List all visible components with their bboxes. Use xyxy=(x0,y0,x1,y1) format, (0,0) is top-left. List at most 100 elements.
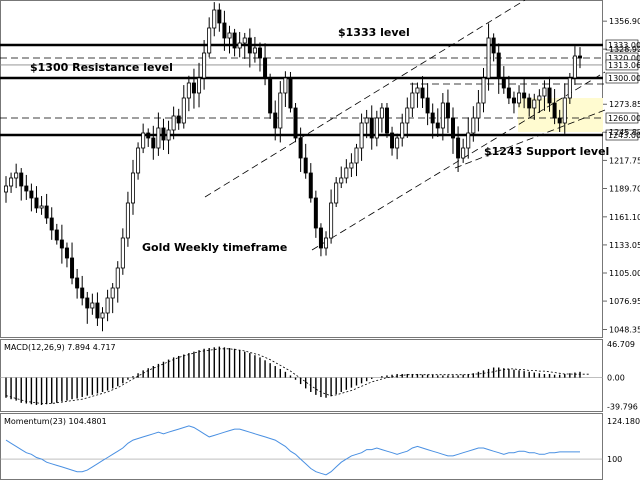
candle xyxy=(339,166,344,189)
macd-signal-line xyxy=(5,348,591,404)
candle xyxy=(95,292,100,326)
candle xyxy=(49,207,54,240)
macd-histogram xyxy=(0,346,603,405)
candle xyxy=(14,163,19,189)
candle xyxy=(552,89,557,125)
price-tick-label: 1189.70 xyxy=(609,184,640,193)
candle xyxy=(369,105,374,150)
candle xyxy=(181,85,186,129)
candle xyxy=(278,81,283,143)
candle xyxy=(298,127,303,172)
candle xyxy=(471,106,476,142)
candle xyxy=(313,190,318,238)
price-panel-frame xyxy=(0,0,603,338)
candle xyxy=(171,106,176,140)
candle xyxy=(354,143,359,177)
candle xyxy=(364,109,369,139)
candle xyxy=(125,191,130,247)
price-axis: 1356.90 1328.92 1273.85 1245.87 1217.75 1189.… xyxy=(603,17,640,335)
candle xyxy=(130,159,135,215)
candle xyxy=(567,72,572,104)
candle xyxy=(90,293,95,315)
trendline xyxy=(204,0,526,198)
momentum-line xyxy=(0,425,603,476)
candle xyxy=(176,108,181,130)
momentum-series xyxy=(5,425,580,476)
candle xyxy=(115,261,120,303)
candle xyxy=(141,123,146,154)
candle xyxy=(136,142,141,180)
candle xyxy=(242,32,247,59)
candle xyxy=(283,71,288,107)
candle xyxy=(379,103,384,133)
candle xyxy=(59,224,64,264)
macd-panel-frame xyxy=(0,339,603,412)
candle xyxy=(445,89,450,133)
level-label: 1313.06 xyxy=(608,61,640,70)
candle xyxy=(75,268,80,299)
candlestick-series xyxy=(4,2,583,332)
candle xyxy=(532,93,537,120)
candle xyxy=(24,174,29,200)
price-tick-label: 1245.87 xyxy=(609,128,640,137)
level-label: 1243.00 xyxy=(608,131,640,140)
support-zone-highlight xyxy=(518,98,603,132)
candle xyxy=(54,223,59,245)
candle xyxy=(232,28,237,57)
candle xyxy=(44,193,49,224)
chart-caption: Gold Weekly timeframe xyxy=(142,241,287,254)
candle xyxy=(384,103,389,138)
candle xyxy=(374,110,379,147)
price-tick-label: 1161.10 xyxy=(609,213,640,222)
candle xyxy=(105,289,110,322)
momentum-tick-label: 100 xyxy=(607,455,622,464)
candle xyxy=(562,83,567,134)
candle xyxy=(110,283,115,314)
candle xyxy=(395,133,400,160)
momentum-label: Momentum(23) 104.4801 xyxy=(4,417,107,426)
price-tick-label: 1133.05 xyxy=(609,241,640,250)
candle xyxy=(517,85,522,108)
candle xyxy=(227,25,232,54)
candle xyxy=(400,113,405,147)
price-tick-label: 1356.90 xyxy=(609,17,640,26)
macd-tick-label: -39.796 xyxy=(607,402,638,411)
candle xyxy=(308,163,313,203)
price-tick-label: 1105.00 xyxy=(609,269,640,278)
candle xyxy=(527,93,532,117)
candle xyxy=(166,120,171,155)
momentum-axis: 124.1802 100 xyxy=(607,417,640,464)
candle xyxy=(461,138,466,163)
candle xyxy=(506,75,511,105)
candle xyxy=(303,143,308,179)
candle xyxy=(405,97,410,138)
annotation-1333-level: $1333 level xyxy=(338,26,410,39)
candle xyxy=(318,223,323,257)
candle xyxy=(481,67,486,113)
annotation-1243-support: $1243 Support level xyxy=(484,145,609,158)
candle xyxy=(572,46,577,86)
candle xyxy=(293,103,298,143)
candle xyxy=(359,113,364,161)
candle xyxy=(161,118,166,150)
candle xyxy=(511,91,516,114)
candle xyxy=(263,43,268,86)
macd-tick-label: 46.709 xyxy=(607,340,635,349)
price-tick-label: 1273.85 xyxy=(609,100,640,109)
candle xyxy=(273,100,278,141)
candle xyxy=(29,183,34,212)
level-label: 1300.00 xyxy=(608,74,640,83)
candle xyxy=(486,23,491,91)
candle xyxy=(197,62,202,108)
candle xyxy=(247,28,252,68)
candle xyxy=(186,75,191,112)
candle xyxy=(476,89,481,132)
momentum-tick-label: 124.1802 xyxy=(607,417,640,426)
level-label-box xyxy=(605,129,639,141)
candle xyxy=(85,291,90,324)
price-tick-label: 1328.92 xyxy=(609,45,640,54)
candle xyxy=(9,172,14,193)
candle xyxy=(456,126,461,172)
